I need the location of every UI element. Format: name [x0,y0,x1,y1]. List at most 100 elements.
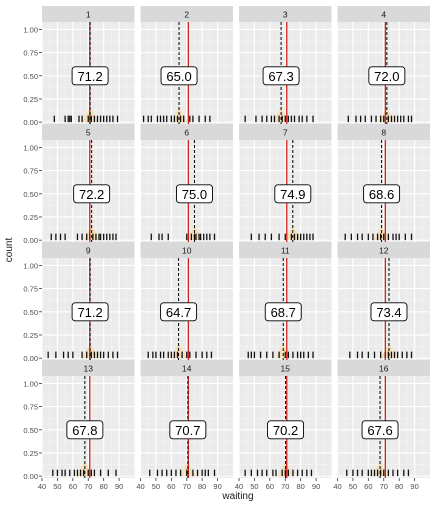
facet-strip-label: 4 [381,10,386,20]
mean-label-box [160,302,198,322]
x-tick-label: 80 [296,482,304,491]
facet-strip-label: 15 [281,364,291,374]
mean-label: 71.2 [77,305,102,320]
facet-strip [42,360,135,376]
x-tick-label: 80 [198,482,206,491]
mean-label-box [361,420,399,440]
facet-panel-9: 9 71.2 0.00 0.25 0.50 0.75 1.00 [23,242,135,363]
facet-panel-6: 675.0 [139,124,233,242]
y-tick-label: 0.25 [23,95,38,104]
facet-strip-label: 1 [86,10,91,20]
mean-label-box [370,302,408,322]
y-tick-label: 0.25 [23,449,38,458]
facet-strip-label: 8 [381,128,386,138]
x-tick-label: 80 [99,482,107,491]
mean-label: 64.7 [166,305,191,320]
facet-strip [239,360,332,376]
facet-panel-11: 11 68.7 [238,242,332,360]
mean-label: 65.0 [166,69,191,84]
facet-panel-14: 14 70.7 40 50 60 70 80 90 [136,360,233,491]
facet-strip-label: 13 [84,364,94,374]
x-tick-label: 70 [183,482,191,491]
x-tick-label: 80 [395,482,403,491]
facet-strip-label: 9 [86,246,91,256]
mean-label: 68.6 [369,187,394,202]
mean-label-box [71,302,109,322]
facet-panel-4: 472.0 [336,6,430,124]
facet-strip-label: 12 [379,246,389,256]
mean-label: 67.8 [72,423,97,438]
facet-panel-2: 265.0 [139,6,233,124]
facet-strip [42,242,135,258]
facet-strip [140,242,233,258]
mean-label: 74.9 [280,187,305,202]
y-tick-label: 0.50 [23,72,38,81]
mean-label-box [274,184,312,204]
x-tick-label: 50 [250,482,258,491]
facet-strip-label: 7 [283,128,288,138]
facet-strip-label: 5 [86,128,91,138]
facet-strip-label: 2 [184,10,189,20]
facet-strip [337,124,430,140]
facet-strip [140,124,233,140]
x-tick-label: 90 [213,482,221,491]
facet-strip-label: 16 [379,364,389,374]
x-axis-title: waiting [221,491,253,502]
x-tick-label: 90 [115,482,123,491]
facet-strip [239,242,332,258]
facet-panel-8: 868.6 [336,124,430,242]
facet-strip [337,6,430,22]
facet-strip [140,360,233,376]
x-tick-label: 70 [281,482,289,491]
x-tick-label: 50 [53,482,61,491]
mean-label: 75.0 [182,187,207,202]
y-tick-label: 0.00 [23,236,38,245]
facet-strip [337,242,430,258]
y-tick-label: 0.50 [23,426,38,435]
y-tick-label: 0.00 [23,118,38,127]
y-tick-label: 0.75 [23,167,38,176]
mean-label: 72.2 [79,187,104,202]
facet-strip [42,124,135,140]
mean-label: 73.4 [376,305,401,320]
y-tick-label: 0.25 [23,213,38,222]
y-tick-label: 0.75 [23,49,38,58]
x-tick-label: 40 [136,482,144,491]
mean-label-box [71,66,109,86]
facet-strip [42,6,135,22]
facet-panel-5: 5 72.2 0.00 0.25 0.50 0.75 1.00 [23,124,135,245]
x-tick-label: 70 [84,482,92,491]
y-tick-label: 1.00 [23,25,38,34]
x-tick-label: 70 [380,482,388,491]
facet-strip-label: 6 [184,128,189,138]
y-tick-label: 0.75 [23,285,38,294]
mean-label-box [262,66,300,86]
mean-label: 72.0 [374,69,399,84]
mean-label-box [160,66,198,86]
x-tick-label: 40 [38,482,46,491]
facet-strip-label: 11 [281,246,290,256]
x-tick-label: 60 [69,482,77,491]
y-tick-label: 1.00 [23,379,38,388]
facet-strip [337,360,430,376]
x-tick-label: 60 [266,482,274,491]
facet-strip [239,6,332,22]
y-tick-label: 0.00 [23,354,38,363]
facet-panel-12: 12 73.4 [336,242,430,360]
facet-strip-label: 14 [182,364,192,374]
facet-panel-15: 15 70.2 40 50 60 70 80 90 [235,360,332,491]
mean-label: 67.3 [268,69,293,84]
y-tick-label: 0.50 [23,190,38,199]
x-tick-label: 60 [167,482,175,491]
x-tick-label: 90 [312,482,320,491]
mean-label: 70.7 [175,423,200,438]
y-tick-label: 0.75 [23,403,38,412]
y-tick-label: 0.50 [23,308,38,317]
mean-label-box [169,420,207,440]
mean-label-box [368,66,406,86]
facet-panel-1: 1 71.2 0.00 0.25 0.50 0.75 1.00 [23,6,135,127]
x-tick-label: 40 [333,482,341,491]
facet-panel-3: 367.3 [238,6,332,124]
